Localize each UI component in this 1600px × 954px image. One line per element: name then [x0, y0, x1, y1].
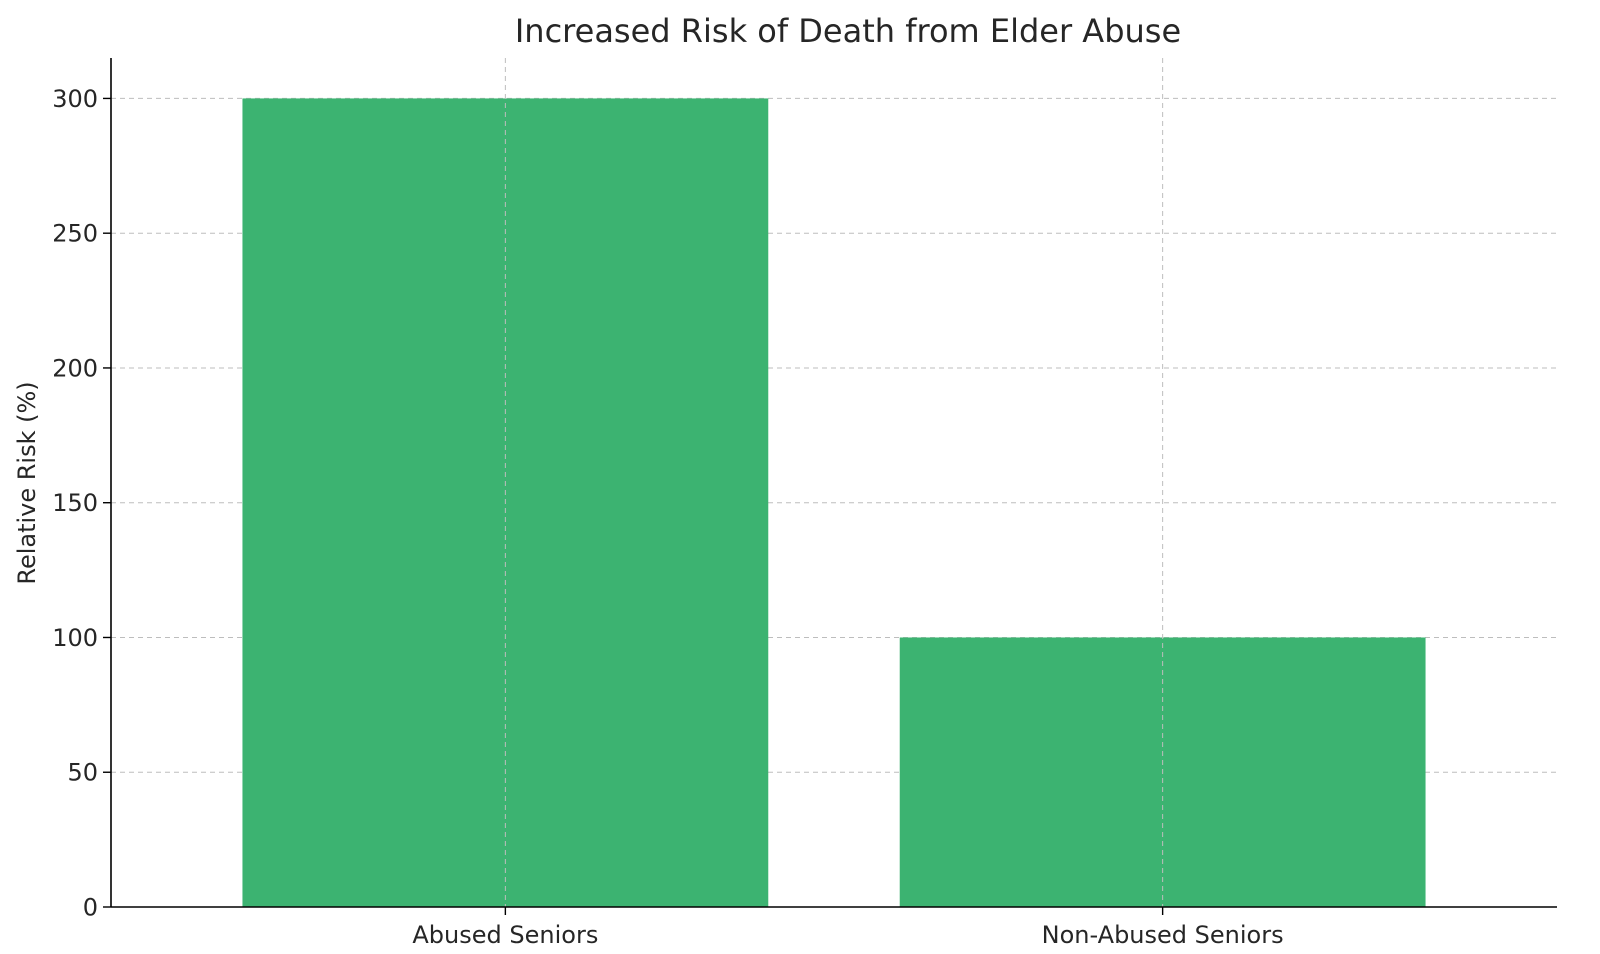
y-axis-ticks: 0 50 100 150 200 250 300	[52, 85, 111, 922]
y-tick-label: 150	[52, 489, 98, 517]
y-tick-label: 250	[52, 220, 98, 248]
y-tick-label: 0	[83, 894, 98, 922]
y-axis-label: Relative Risk (%)	[13, 381, 41, 584]
y-tick-label: 300	[52, 85, 98, 113]
x-axis-ticks: Abused Seniors Non-Abused Seniors	[412, 907, 1284, 949]
vertical-gridlines	[504, 58, 1164, 907]
x-tick-label: Non-Abused Seniors	[1042, 921, 1284, 949]
gridlines	[111, 97, 1557, 773]
chart-title: Increased Risk of Death from Elder Abuse	[515, 12, 1181, 50]
axes	[110, 58, 1557, 908]
y-tick-label: 200	[52, 354, 98, 382]
y-tick-label: 50	[67, 759, 98, 787]
x-tick-label: Abused Seniors	[412, 921, 598, 949]
y-tick-label: 100	[52, 624, 98, 652]
